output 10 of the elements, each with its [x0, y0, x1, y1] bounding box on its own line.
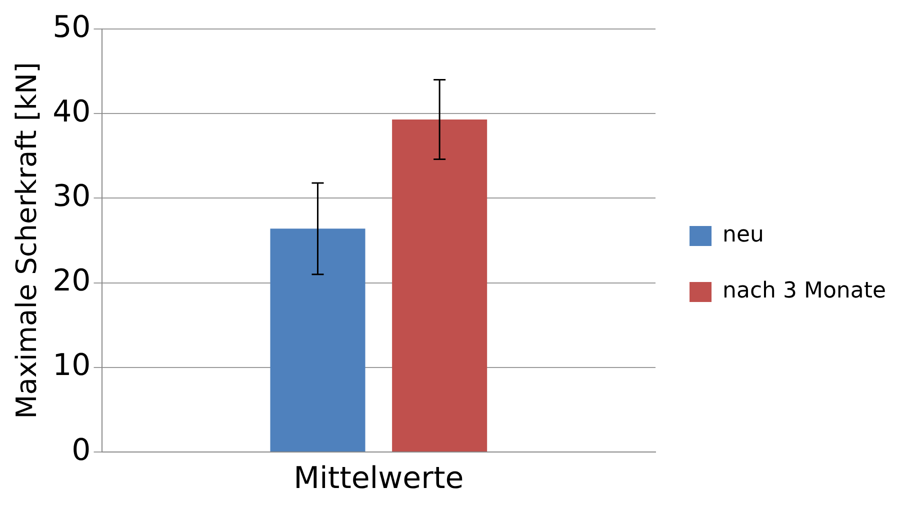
x-tick-label: Mittelwerte: [294, 460, 464, 496]
y-tick-label: 10: [52, 348, 91, 384]
y-tick-label: 0: [72, 432, 91, 468]
y-tick-label: 20: [52, 264, 91, 299]
y-tick-label: 50: [52, 10, 91, 45]
legend-label: neu: [722, 222, 764, 248]
y-tick-label: 40: [52, 94, 91, 130]
y-axis-title: Maximale Scherkraft [kN]: [10, 62, 44, 419]
legend-label: nach 3 Monate: [722, 278, 886, 304]
y-tick-label: 30: [52, 178, 91, 214]
